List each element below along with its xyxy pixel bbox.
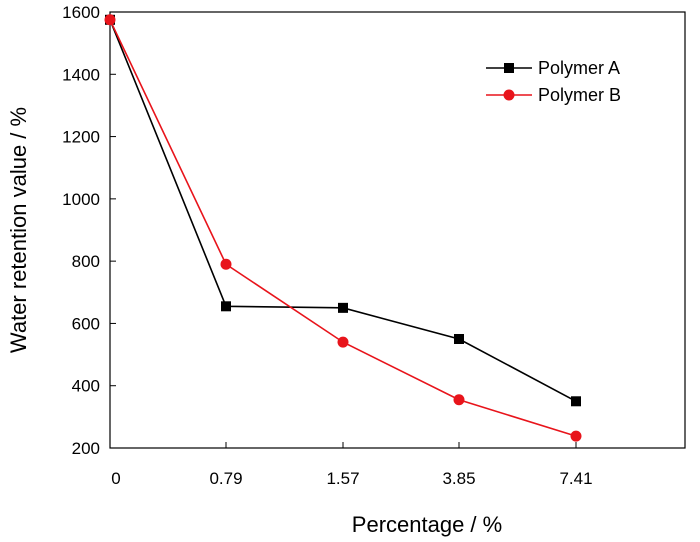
data-point-square: [571, 396, 581, 407]
data-point-square: [454, 334, 464, 344]
x-axis: 0 0.79 1.57 3.85 7.41: [109, 442, 593, 488]
x-tick-label: 7.41: [559, 469, 592, 488]
series-2: [104, 14, 582, 442]
data-point-square: [221, 301, 231, 312]
y-tick-label: 1600: [62, 3, 100, 22]
data-point-circle: [337, 336, 349, 348]
y-tick-label: 200: [72, 439, 100, 458]
data-point-circle: [503, 89, 515, 101]
plot-frame: [109, 11, 686, 449]
y-tick-label: 400: [72, 377, 100, 396]
y-tick-label: 600: [72, 314, 100, 333]
data-point-circle: [570, 430, 582, 442]
x-tick-label: 0: [111, 469, 120, 488]
legend-label: Polymer B: [538, 85, 621, 105]
data-point-circle: [104, 14, 116, 26]
legend: Polymer A Polymer B: [486, 58, 621, 105]
data-point-square: [338, 302, 348, 313]
legend-label: Polymer A: [538, 58, 620, 78]
x-axis-title: Percentage / %: [352, 512, 502, 537]
legend-item: Polymer B: [486, 85, 621, 105]
y-tick-label: 1000: [62, 190, 100, 209]
y-tick-label: 800: [72, 252, 100, 271]
x-tick-label: 1.57: [326, 469, 359, 488]
series-layer: [104, 14, 582, 442]
y-axis-title: Water retention value / %: [6, 107, 31, 353]
x-tick-label: 0.79: [209, 469, 242, 488]
data-point-square: [504, 63, 514, 73]
y-tick-label: 1200: [62, 128, 100, 147]
data-point-circle: [453, 394, 465, 406]
legend-item: Polymer A: [486, 58, 620, 78]
x-tick-label: 3.85: [442, 469, 475, 488]
y-tick-label: 1400: [62, 65, 100, 84]
data-point-circle: [220, 258, 232, 270]
series-line: [109, 19, 577, 437]
y-axis: 200 400 600 800 1000 1200 1400 1600: [62, 3, 116, 458]
